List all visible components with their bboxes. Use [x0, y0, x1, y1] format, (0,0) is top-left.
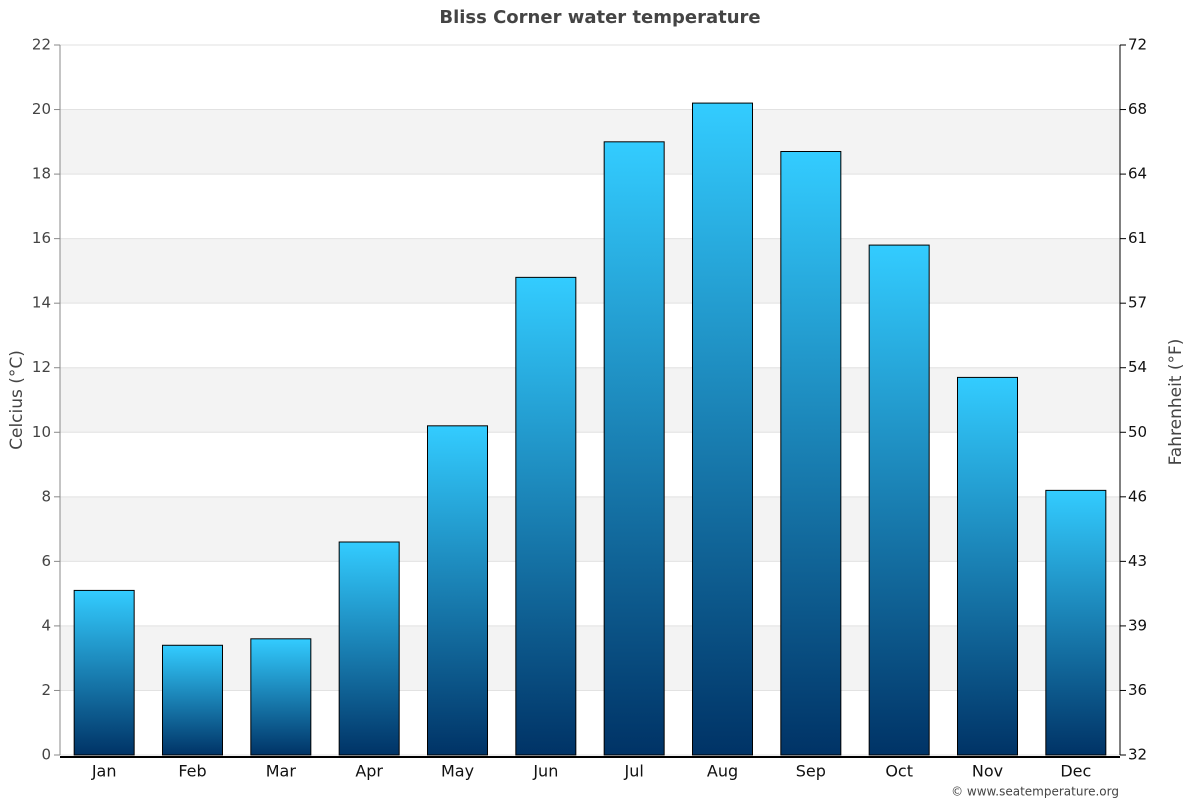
y-tick-label: 6 — [41, 552, 51, 570]
y2-tick-label: 43 — [1128, 552, 1147, 570]
y2-tick-label: 36 — [1128, 681, 1147, 699]
y-tick-label: 10 — [32, 423, 51, 441]
grid-band — [60, 625, 1120, 691]
x-tick-label: May — [441, 762, 474, 781]
y2-tick-label: 32 — [1128, 746, 1147, 764]
bar — [780, 151, 842, 756]
y-tick-label: 0 — [41, 746, 51, 764]
x-tick-label: Oct — [885, 762, 913, 781]
x-tick-label: Feb — [178, 762, 206, 781]
x-tick-label: Jul — [624, 762, 644, 781]
y2-tick-label: 72 — [1128, 36, 1147, 54]
x-tick-label: Sep — [796, 762, 826, 781]
grid-band — [60, 367, 1120, 433]
bar — [692, 102, 753, 756]
y-tick-label: 14 — [32, 294, 51, 312]
grid-band — [60, 238, 1120, 304]
y2-tick-label: 54 — [1128, 358, 1147, 376]
bar — [250, 638, 312, 756]
bar — [338, 541, 400, 756]
bar — [162, 644, 223, 756]
y2-tick-label: 46 — [1128, 487, 1147, 505]
y2-tick-label: 64 — [1128, 165, 1147, 183]
y2-tick-label: 61 — [1128, 229, 1147, 247]
bar — [515, 276, 577, 756]
x-tick-label: Aug — [707, 762, 738, 781]
x-tick-label: Apr — [355, 762, 383, 781]
y-axis-label: Celcius (°C) — [7, 350, 27, 450]
x-tick-label: Jan — [91, 762, 117, 781]
y2-tick-label: 39 — [1128, 616, 1147, 634]
y2-tick-label: 57 — [1128, 294, 1147, 312]
bar — [957, 376, 1018, 756]
x-tick-label: Jun — [532, 762, 558, 781]
y2-tick-label: 50 — [1128, 423, 1147, 441]
bar — [73, 589, 135, 756]
bar — [868, 244, 930, 756]
bar — [603, 141, 665, 756]
credit: © www.seatemperature.org — [951, 785, 1119, 799]
y-tick-label: 20 — [32, 100, 51, 118]
bar — [427, 425, 488, 756]
y-tick-label: 4 — [41, 616, 51, 634]
x-tick-label: Nov — [972, 762, 1003, 781]
y2-tick-label: 68 — [1128, 100, 1147, 118]
grid-band — [60, 109, 1120, 175]
grid-band — [60, 496, 1120, 562]
y-tick-label: 22 — [32, 36, 51, 54]
y2-axis-label: Fahrenheit (°F) — [1166, 339, 1186, 466]
x-tick-label: Mar — [266, 762, 297, 781]
chart-title: Bliss Corner water temperature — [439, 7, 760, 28]
bar — [1045, 489, 1107, 756]
y-tick-label: 12 — [32, 358, 51, 376]
y-tick-label: 18 — [32, 165, 51, 183]
y-tick-label: 8 — [41, 487, 51, 505]
y-tick-label: 16 — [32, 229, 51, 247]
y-tick-label: 2 — [41, 681, 51, 699]
x-tick-label: Dec — [1060, 762, 1091, 781]
